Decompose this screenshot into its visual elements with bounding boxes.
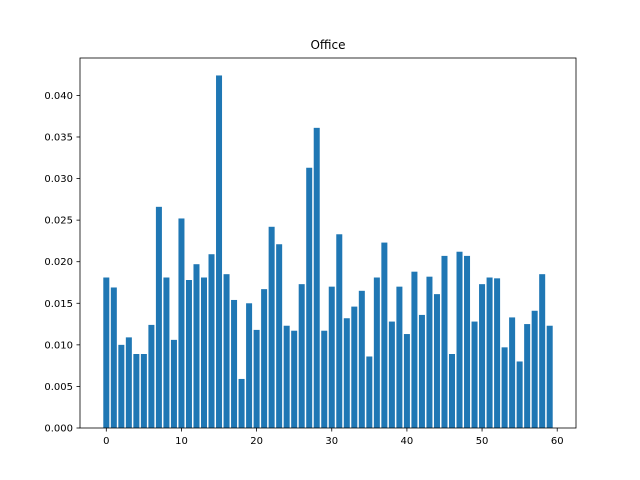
x-tick-label: 30 <box>325 436 338 447</box>
chart-title: Office <box>310 38 345 52</box>
bar-42 <box>418 314 425 428</box>
x-axis: 0 10 20 30 40 50 60 <box>103 428 564 447</box>
bar-46 <box>448 354 456 428</box>
bar-0 <box>103 277 110 428</box>
bar-26 <box>298 284 305 428</box>
bar-7 <box>155 206 162 428</box>
bar-44 <box>433 294 440 428</box>
bar-36 <box>373 277 380 428</box>
bar-4 <box>133 354 140 428</box>
bar-30 <box>328 286 335 428</box>
x-tick-label: 10 <box>175 436 188 447</box>
bars-group <box>103 75 553 429</box>
bar-13 <box>200 277 208 428</box>
bar-32 <box>343 318 350 428</box>
bar-14 <box>208 254 215 428</box>
bar-27 <box>306 167 313 428</box>
bar-40 <box>403 334 410 428</box>
bar-51 <box>486 277 493 428</box>
y-tick-label: 0.020 <box>44 257 73 268</box>
bar-11 <box>185 280 192 428</box>
y-tick-label: 0.010 <box>44 340 73 351</box>
y-tick-label: 0.030 <box>44 174 73 185</box>
bar-18 <box>238 378 245 428</box>
bar-2 <box>118 344 125 428</box>
bar-31 <box>336 234 343 428</box>
bar-59 <box>546 325 553 428</box>
bar-24 <box>283 325 290 428</box>
bar-12 <box>193 264 200 428</box>
bar-54 <box>509 317 516 428</box>
bar-53 <box>501 347 508 428</box>
bar-23 <box>276 244 283 428</box>
bar-5 <box>140 354 147 428</box>
bar-55 <box>516 361 523 428</box>
bar-9 <box>170 339 177 428</box>
bar-20 <box>253 329 260 428</box>
bar-47 <box>456 251 463 428</box>
y-tick-label: 0.025 <box>44 216 73 227</box>
bar-35 <box>366 356 373 428</box>
bar-57 <box>531 310 538 428</box>
bar-52 <box>494 278 501 428</box>
bar-28 <box>313 127 320 428</box>
y-tick-label: 0.005 <box>44 382 73 393</box>
bar-38 <box>388 321 395 428</box>
x-tick-label: 0 <box>103 436 109 447</box>
x-tick-label: 40 <box>401 436 414 447</box>
y-axis: 0.000 0.005 0.010 0.015 0.020 0.025 0.030 0.035… <box>44 91 80 435</box>
bar-25 <box>291 330 298 428</box>
bar-34 <box>358 290 365 428</box>
x-tick-label: 50 <box>476 436 489 447</box>
bar-3 <box>125 337 132 428</box>
bar-10 <box>178 218 185 428</box>
bar-58 <box>539 274 546 428</box>
bar-48 <box>464 255 471 428</box>
bar-45 <box>441 255 448 428</box>
bar-6 <box>148 324 155 428</box>
bar-49 <box>471 321 478 428</box>
bar-1 <box>110 287 117 428</box>
bar-29 <box>321 330 328 428</box>
bar-37 <box>381 242 388 428</box>
bar-22 <box>268 226 275 428</box>
bar-56 <box>524 324 531 428</box>
y-tick-label: 0.015 <box>44 299 73 310</box>
bar-43 <box>426 276 433 428</box>
bar-39 <box>396 286 403 428</box>
bar-17 <box>231 299 238 428</box>
y-tick-label: 0.000 <box>44 424 73 435</box>
x-tick-label: 20 <box>250 436 263 447</box>
bar-21 <box>261 289 268 428</box>
bar-19 <box>246 303 253 428</box>
y-tick-label: 0.035 <box>44 132 73 143</box>
bar-8 <box>163 277 170 428</box>
bar-50 <box>479 284 486 428</box>
bar-41 <box>411 271 418 428</box>
bar-15 <box>216 75 223 429</box>
y-tick-label: 0.040 <box>44 91 73 102</box>
bar-33 <box>351 306 358 428</box>
bar-16 <box>223 274 230 428</box>
plot-area-frame <box>79 57 577 429</box>
x-tick-label: 60 <box>551 436 564 447</box>
